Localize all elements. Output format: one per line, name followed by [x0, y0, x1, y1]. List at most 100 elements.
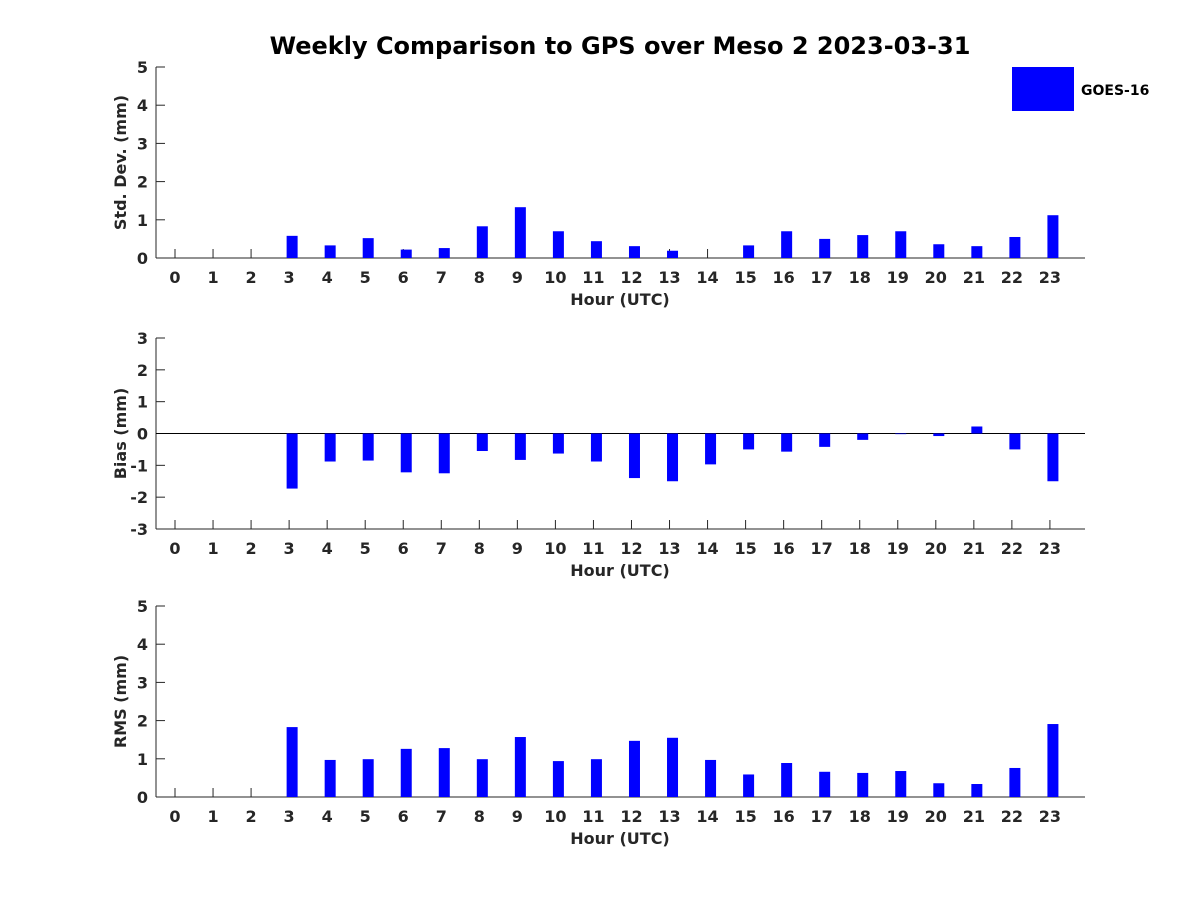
bar-hour-3: [286, 433, 298, 489]
x-tick-label: 16: [773, 539, 795, 558]
x-tick-label: 22: [1001, 268, 1023, 287]
y-axis-label: Std. Dev. (mm): [111, 95, 130, 230]
bar-hour-14: [705, 433, 717, 465]
figure-title: Weekly Comparison to GPS over Meso 2 202…: [270, 32, 971, 60]
y-tick-label: 2: [137, 712, 148, 731]
bar-hour-4: [324, 433, 336, 462]
x-tick-label: 23: [1039, 268, 1061, 287]
x-tick-label: 11: [582, 539, 604, 558]
bar-hour-9: [514, 737, 526, 797]
x-axis-label: Hour (UTC): [570, 290, 670, 309]
bar-hour-16: [781, 433, 793, 452]
y-tick-label: -1: [130, 456, 148, 475]
y-tick-label: 3: [137, 134, 148, 153]
x-tick-label: 16: [773, 807, 795, 826]
bar-hour-6: [400, 748, 412, 797]
bar-hour-17: [819, 238, 831, 258]
bar-hour-20: [933, 244, 945, 258]
x-tick-label: 1: [207, 539, 218, 558]
bar-hour-7: [438, 248, 450, 258]
y-tick-label: 2: [137, 173, 148, 192]
y-tick-label: 5: [137, 597, 148, 616]
x-tick-label: 17: [811, 807, 833, 826]
bar-hour-23: [1047, 433, 1059, 482]
x-tick-label: 19: [887, 807, 909, 826]
y-tick-label: -3: [130, 520, 148, 539]
x-tick-label: 20: [925, 807, 947, 826]
x-tick-label: 14: [696, 539, 718, 558]
x-tick-label: 13: [658, 539, 680, 558]
y-tick-label: 1: [137, 750, 148, 769]
x-tick-label: 12: [620, 268, 642, 287]
x-tick-label: 18: [849, 539, 871, 558]
x-tick-label: 13: [658, 807, 680, 826]
x-tick-label: 21: [963, 807, 985, 826]
y-tick-label: 0: [137, 249, 148, 268]
bar-hour-21: [971, 246, 983, 258]
x-tick-label: 15: [734, 268, 756, 287]
bar-hour-18: [857, 772, 869, 797]
bar-hour-23: [1047, 724, 1059, 797]
bar-hour-12: [628, 433, 640, 479]
bar-hour-8: [476, 759, 488, 797]
x-tick-label: 0: [169, 268, 180, 287]
bar-hour-11: [590, 433, 602, 462]
bar-hour-5: [362, 759, 374, 797]
bar-hour-4: [324, 759, 336, 797]
x-tick-label: 6: [398, 268, 409, 287]
x-tick-label: 22: [1001, 539, 1023, 558]
x-tick-label: 7: [436, 539, 447, 558]
bar-hour-6: [400, 433, 412, 473]
x-tick-label: 11: [582, 268, 604, 287]
bar-hour-5: [362, 238, 374, 258]
bar-hour-14: [705, 759, 717, 797]
bar-hour-16: [781, 231, 793, 258]
bar-hour-18: [857, 433, 869, 440]
x-tick-label: 9: [512, 807, 523, 826]
x-tick-label: 2: [246, 539, 257, 558]
x-tick-label: 5: [360, 268, 371, 287]
bar-hour-21: [971, 426, 983, 434]
legend-label: GOES-16: [1081, 83, 1149, 99]
bar-hour-20: [933, 433, 945, 437]
x-tick-label: 12: [620, 807, 642, 826]
x-tick-label: 10: [544, 539, 566, 558]
bar-hour-19: [895, 231, 907, 258]
bar-hour-13: [667, 737, 679, 797]
bar-hour-8: [476, 226, 488, 258]
bar-hour-19: [895, 771, 907, 797]
bar-hour-10: [552, 433, 564, 454]
y-tick-label: 1: [137, 393, 148, 412]
x-axis-label: Hour (UTC): [570, 561, 670, 580]
x-tick-label: 3: [284, 539, 295, 558]
bar-hour-12: [628, 740, 640, 797]
x-tick-label: 23: [1039, 807, 1061, 826]
bar-hour-3: [286, 235, 298, 258]
x-tick-label: 23: [1039, 539, 1061, 558]
bar-hour-6: [400, 249, 412, 258]
x-tick-label: 9: [512, 539, 523, 558]
x-axis-label: Hour (UTC): [570, 829, 670, 848]
x-tick-label: 21: [963, 539, 985, 558]
x-tick-label: 3: [284, 807, 295, 826]
x-tick-label: 15: [734, 539, 756, 558]
bar-hour-7: [438, 748, 450, 797]
y-tick-label: 4: [137, 96, 148, 115]
bar-hour-15: [743, 433, 755, 450]
x-tick-label: 9: [512, 268, 523, 287]
bar-hour-22: [1009, 433, 1021, 450]
x-tick-label: 20: [925, 268, 947, 287]
x-tick-label: 14: [696, 807, 718, 826]
bar-hour-8: [476, 433, 488, 452]
legend: GOES-16: [1012, 67, 1149, 111]
y-tick-label: 0: [137, 425, 148, 444]
x-tick-label: 0: [169, 539, 180, 558]
bar-hour-21: [971, 784, 983, 797]
x-tick-label: 10: [544, 807, 566, 826]
y-tick-label: 0: [137, 788, 148, 807]
x-tick-label: 4: [322, 268, 333, 287]
bar-hour-10: [552, 231, 564, 258]
y-tick-label: -2: [130, 488, 148, 507]
